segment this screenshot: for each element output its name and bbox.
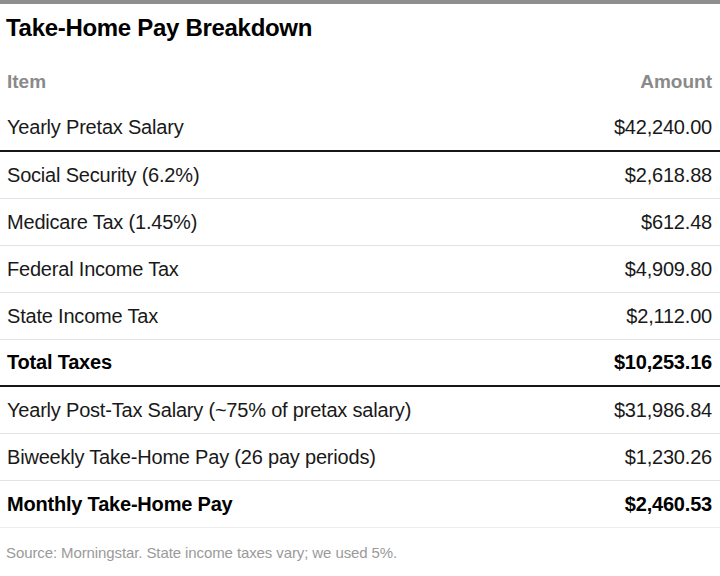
breakdown-table: Item Amount Yearly Pretax Salary $42,240.…: [0, 58, 720, 528]
top-divider-bar: [0, 0, 720, 4]
item-cell: Biweekly Take-Home Pay (26 pay periods): [0, 446, 376, 469]
amount-cell: $31,986.84: [614, 399, 720, 422]
amount-cell: $10,253.16: [614, 351, 720, 374]
amount-cell: $612.48: [641, 211, 720, 234]
item-cell: Federal Income Tax: [0, 258, 179, 281]
amount-cell: $2,460.53: [625, 493, 720, 516]
table-row: Monthly Take-Home Pay $2,460.53: [0, 481, 720, 528]
amount-cell: $4,909.80: [625, 258, 720, 281]
item-cell: Social Security (6.2%): [0, 164, 199, 187]
item-cell: State Income Tax: [0, 305, 158, 328]
column-header-amount: Amount: [640, 71, 720, 93]
column-header-item: Item: [0, 71, 46, 93]
item-cell: Total Taxes: [0, 351, 112, 374]
amount-cell: $1,230.26: [625, 446, 720, 469]
table-row: State Income Tax $2,112.00: [0, 293, 720, 340]
table-row: Yearly Pretax Salary $42,240.00: [0, 105, 720, 152]
table-body: Yearly Pretax Salary $42,240.00 Social Sec…: [0, 105, 720, 528]
table-row: Yearly Post-Tax Salary (~75% of pretax s…: [0, 387, 720, 434]
table-header-row: Item Amount: [0, 58, 720, 105]
amount-cell: $2,112.00: [626, 305, 720, 328]
table-row: Medicare Tax (1.45%) $612.48: [0, 199, 720, 246]
source-note: Source: Morningstar. State income taxes …: [0, 544, 720, 561]
page-title: Take-Home Pay Breakdown: [0, 12, 720, 44]
table-row: Total Taxes $10,253.16: [0, 340, 720, 387]
amount-cell: $2,618.88: [625, 164, 720, 187]
table-row: Social Security (6.2%) $2,618.88: [0, 152, 720, 199]
table-row: Federal Income Tax $4,909.80: [0, 246, 720, 293]
item-cell: Yearly Post-Tax Salary (~75% of pretax s…: [0, 399, 411, 422]
amount-cell: $42,240.00: [614, 116, 720, 139]
item-cell: Medicare Tax (1.45%): [0, 211, 197, 234]
item-cell: Monthly Take-Home Pay: [0, 493, 232, 516]
take-home-pay-breakdown-page: Take-Home Pay Breakdown Item Amount Year…: [0, 0, 720, 576]
item-cell: Yearly Pretax Salary: [0, 116, 183, 139]
table-row: Biweekly Take-Home Pay (26 pay periods) $…: [0, 434, 720, 481]
